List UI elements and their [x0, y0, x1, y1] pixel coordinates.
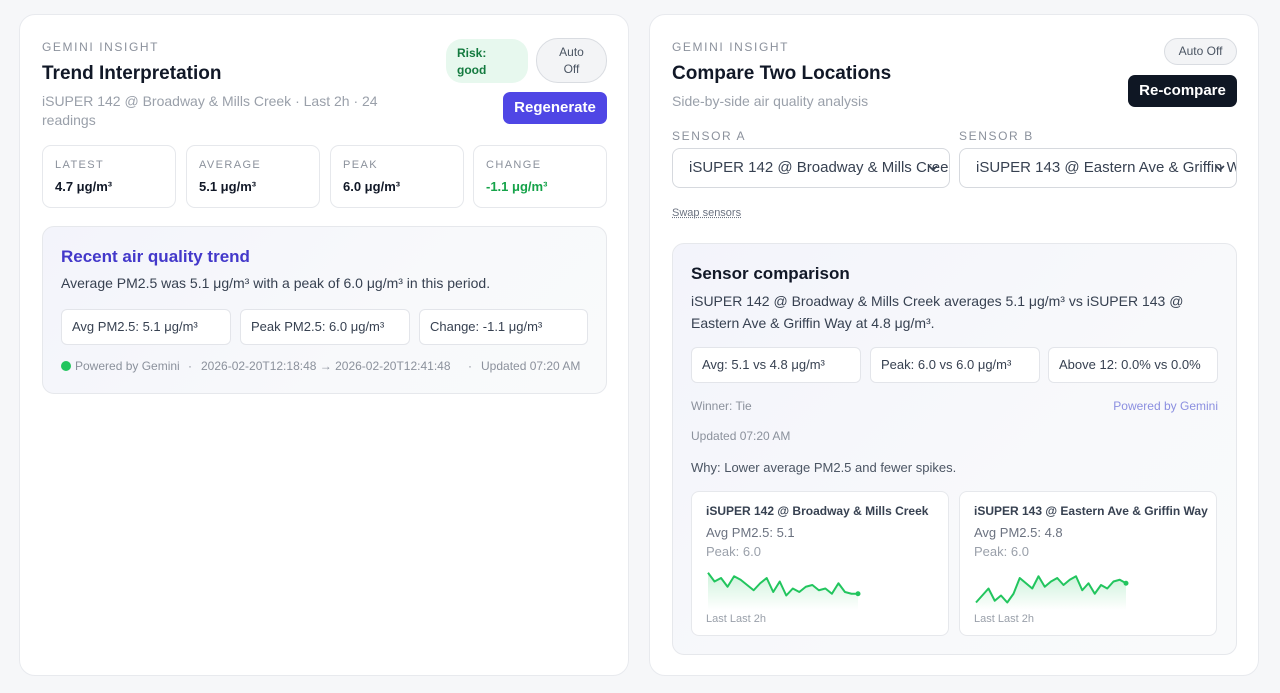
winner-label: Winner: Tie: [691, 399, 752, 413]
stat-value: -1.1 μg/m³: [486, 179, 548, 194]
sensor-card-footer: Last Last 2h: [706, 613, 766, 625]
chevron-down-icon: [1215, 165, 1225, 172]
sensor-card-avg: Avg PM2.5: 5.1: [706, 525, 795, 540]
stat-change: CHANGE -1.1 μg/m³: [473, 145, 607, 208]
compare-locations-card: GEMINI INSIGHT Compare Two Locations Sid…: [649, 14, 1259, 676]
time-range: 2026-02-20T12:18:48 → 2026-02-20T12:41:4…: [201, 359, 451, 373]
comparison-panel: Sensor comparison iSUPER 142 @ Broadway …: [672, 243, 1237, 655]
comparison-chip-above12: Above 12: 0.0% vs 0.0%: [1048, 347, 1218, 383]
right-title: Compare Two Locations: [672, 63, 892, 84]
trend-heading: Recent air quality trend: [61, 247, 250, 266]
sparkline-chart: [707, 572, 861, 610]
stat-label: CHANGE: [486, 159, 542, 171]
sensor-card-peak: Peak: 6.0: [706, 544, 761, 559]
sensor-card-a: iSUPER 142 @ Broadway & Mills Creek Avg …: [691, 491, 949, 636]
swap-sensors-link[interactable]: Swap sensors: [672, 207, 742, 219]
stat-label: LATEST: [55, 159, 105, 171]
recompare-button[interactable]: Re-compare: [1128, 75, 1237, 107]
auto-toggle-label-line1: Auto: [559, 45, 584, 59]
sensor-a-select[interactable]: iSUPER 142 @ Broadway & Mills Creek: [672, 148, 950, 188]
sensor-a-value: iSUPER 142 @ Broadway & Mills Creek: [689, 159, 950, 176]
right-eyebrow: GEMINI INSIGHT: [672, 40, 790, 54]
stat-label: PEAK: [343, 159, 378, 171]
comparison-body: iSUPER 142 @ Broadway & Mills Creek aver…: [691, 293, 1184, 331]
sensor-card-avg: Avg PM2.5: 4.8: [974, 525, 1063, 540]
auto-toggle-button[interactable]: Auto Off: [1164, 38, 1237, 65]
sensor-a-label: SENSOR A: [672, 129, 747, 143]
comparison-chip-avg: Avg: 5.1 vs 4.8 μg/m³: [691, 347, 861, 383]
sparkline-line: [975, 575, 1127, 604]
regenerate-button[interactable]: Regenerate: [503, 92, 607, 124]
trend-chip-change: Change: -1.1 μg/m³: [419, 309, 588, 345]
trend-interpretation-card: GEMINI INSIGHT Trend Interpretation iSUP…: [19, 14, 629, 676]
sensor-card-b: iSUPER 143 @ Eastern Ave & Griffin Way A…: [959, 491, 1217, 636]
auto-toggle-button[interactable]: Auto Off: [536, 38, 607, 83]
meta-separator: ·: [188, 359, 192, 373]
sparkline-last-point: [1123, 580, 1129, 586]
sparkline-line: [707, 572, 858, 597]
auto-toggle-label-line2: Off: [563, 62, 580, 76]
stat-label: AVERAGE: [199, 159, 262, 171]
trend-panel: Recent air quality trend Average PM2.5 w…: [42, 226, 607, 394]
powered-by-label: Powered by Gemini: [1113, 399, 1218, 413]
stat-value: 6.0 μg/m³: [343, 179, 401, 194]
sensor-b-value: iSUPER 143 @ Eastern Ave & Griffin Way: [976, 159, 1237, 176]
updated-time: Updated 07:20 AM: [481, 359, 581, 373]
left-subtitle: iSUPER 142 @ Broadway & Mills Creek · La…: [42, 93, 378, 128]
comparison-heading: Sensor comparison: [691, 264, 850, 283]
stat-peak: PEAK 6.0 μg/m³: [330, 145, 464, 208]
sparkline-area: [708, 572, 858, 610]
sparkline-chart: [975, 575, 1129, 610]
sparkline-last-point: [855, 591, 861, 597]
sensor-card-footer: Last Last 2h: [974, 613, 1034, 625]
sensor-card-title: iSUPER 142 @ Broadway & Mills Creek: [706, 504, 929, 518]
risk-badge: Risk: good: [446, 39, 528, 83]
stat-value: 4.7 μg/m³: [55, 179, 113, 194]
trend-chip-avg: Avg PM2.5: 5.1 μg/m³: [61, 309, 231, 345]
left-title: Trend Interpretation: [42, 63, 222, 84]
trend-chip-peak: Peak PM2.5: 6.0 μg/m³: [240, 309, 410, 345]
why-text: Why: Lower average PM2.5 and fewer spike…: [691, 460, 957, 475]
trend-body: Average PM2.5 was 5.1 μg/m³ with a peak …: [61, 275, 491, 291]
sensor-card-peak: Peak: 6.0: [974, 544, 1029, 559]
sensor-b-label: SENSOR B: [959, 129, 1034, 143]
stat-latest: LATEST 4.7 μg/m³: [42, 145, 176, 208]
sensor-card-title: iSUPER 143 @ Eastern Ave & Griffin Way: [974, 504, 1208, 518]
powered-by-label: Powered by Gemini: [75, 359, 180, 373]
stat-average: AVERAGE 5.1 μg/m³: [186, 145, 320, 208]
left-eyebrow: GEMINI INSIGHT: [42, 40, 160, 54]
status-dot: [61, 361, 71, 371]
updated-time: Updated 07:20 AM: [691, 429, 791, 443]
stat-value: 5.1 μg/m³: [199, 179, 257, 194]
chevron-down-icon: [928, 165, 938, 172]
right-subtitle: Side-by-side air quality analysis: [672, 93, 869, 109]
comparison-chip-peak: Peak: 6.0 vs 6.0 μg/m³: [870, 347, 1040, 383]
meta-separator: ·: [468, 359, 472, 373]
sensor-b-select[interactable]: iSUPER 143 @ Eastern Ave & Griffin Way: [959, 148, 1237, 188]
